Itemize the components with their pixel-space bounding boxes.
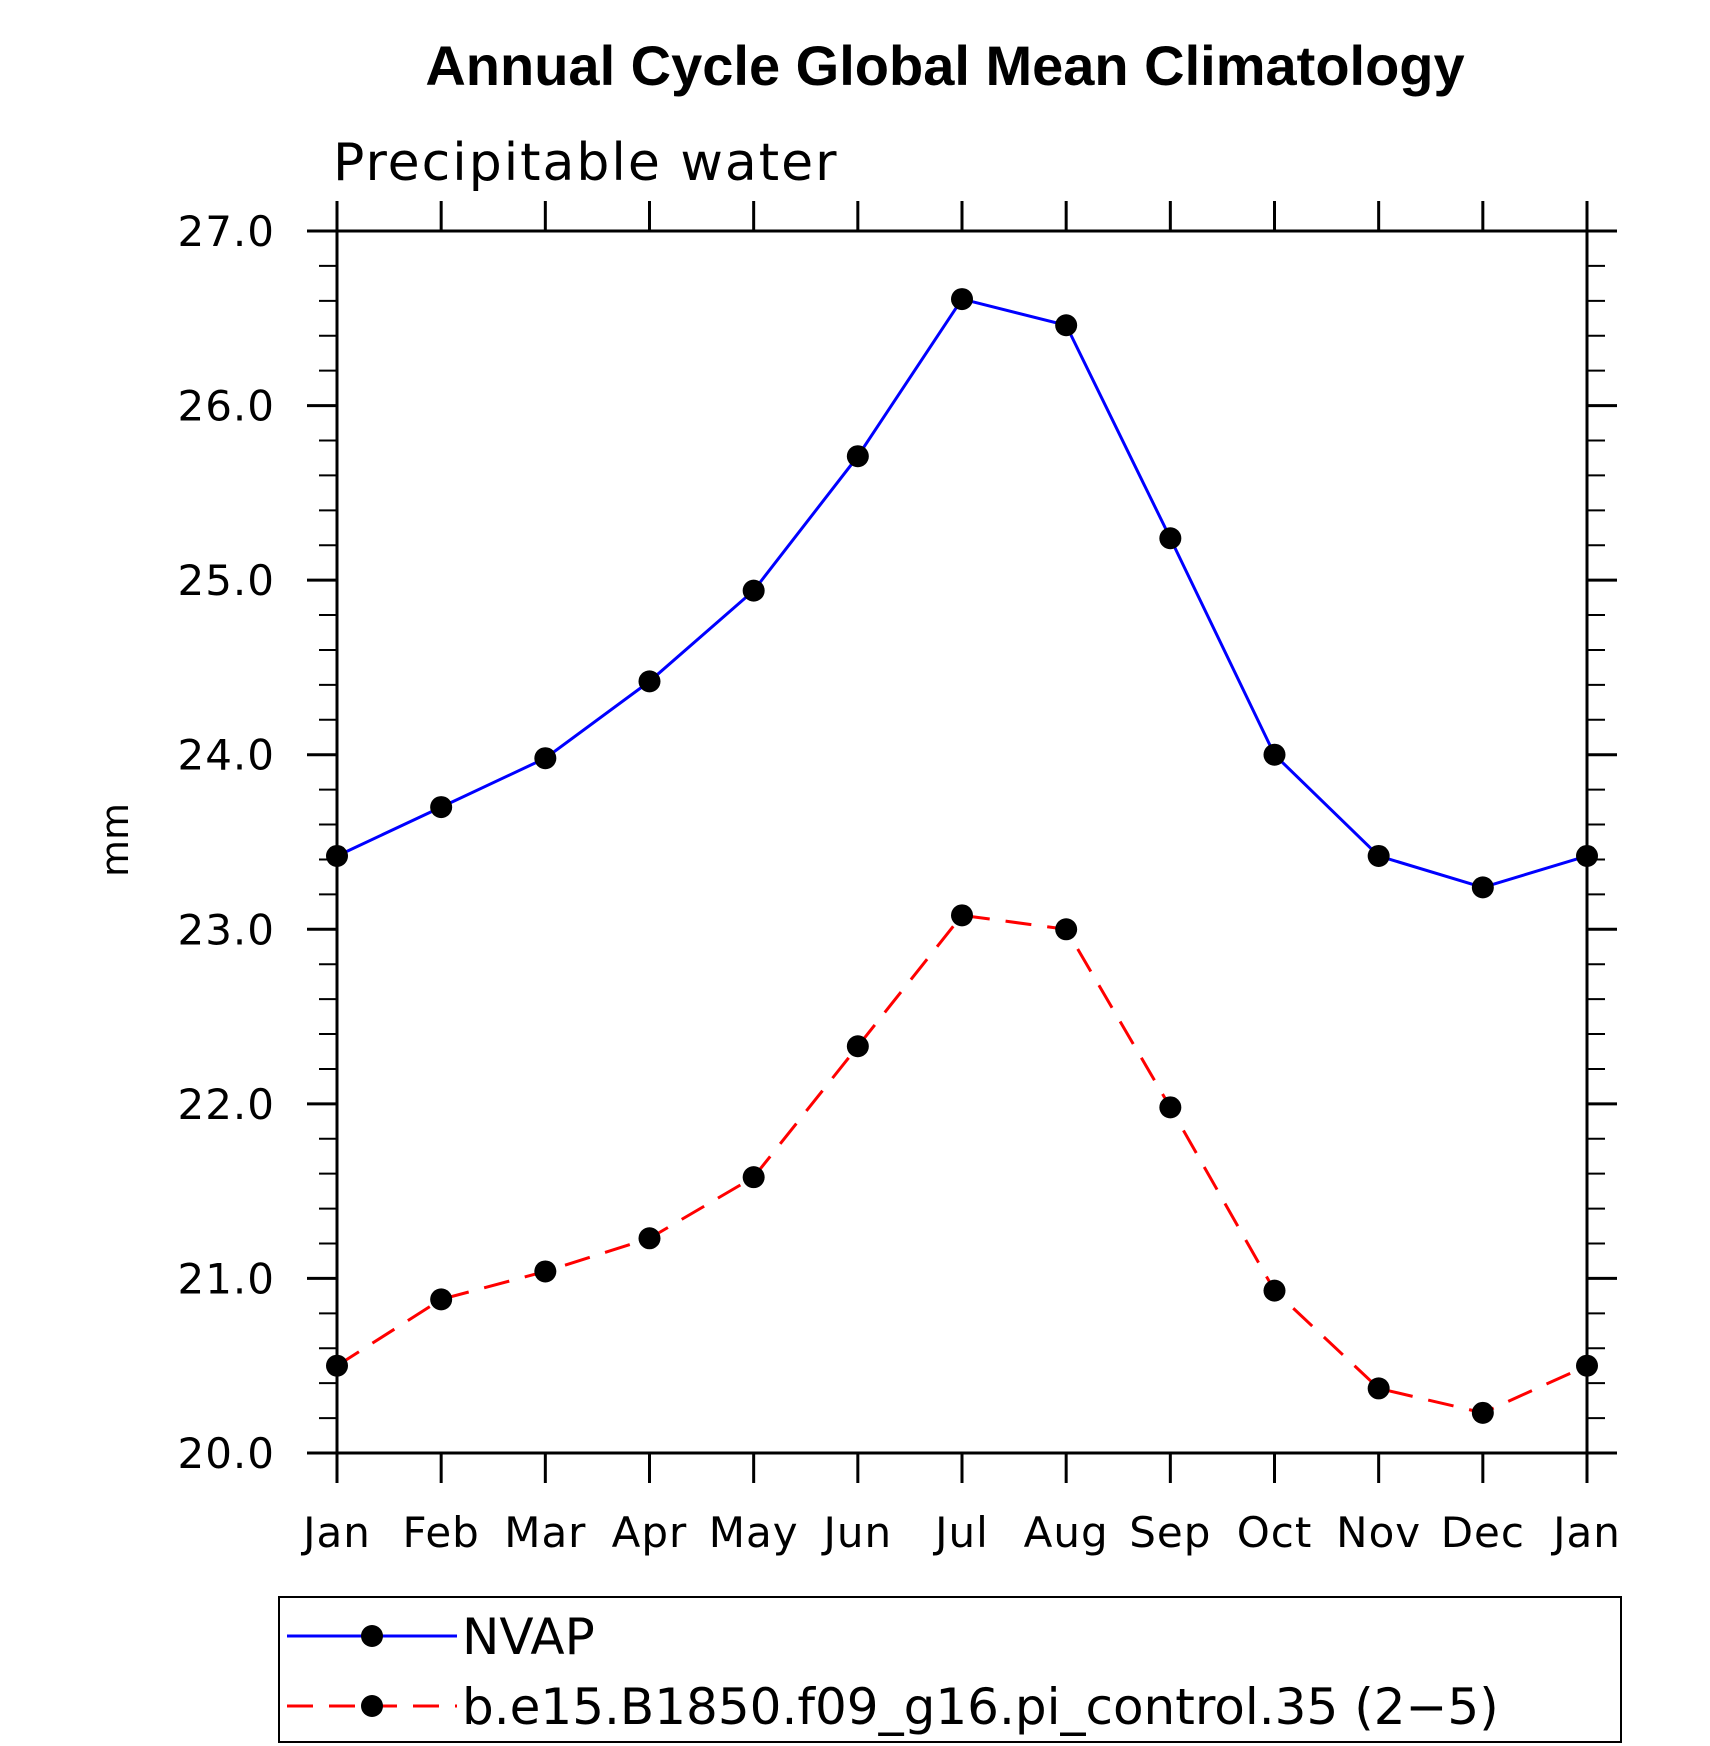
series-1-point — [534, 747, 557, 770]
series-1-point — [430, 796, 453, 819]
series-1-point — [1367, 844, 1390, 867]
series-2-point — [951, 904, 973, 927]
x-tick-label: Feb — [402, 1508, 479, 1557]
plot-border — [335, 229, 1589, 1455]
x-tick-label: May — [709, 1508, 799, 1557]
series-2-point — [534, 1260, 557, 1283]
legend-label-1: NVAP — [462, 1608, 595, 1666]
series-1-point — [1263, 743, 1286, 766]
y-tick-label: 26.0 — [177, 382, 275, 431]
x-tick-label: Jan — [1550, 1508, 1621, 1557]
y-tick-label: 22.0 — [177, 1080, 275, 1129]
series-1-point — [1055, 314, 1078, 337]
chart-subtitle: Precipitable water — [333, 133, 839, 193]
series-1-point — [638, 670, 661, 693]
series-2-point — [326, 1354, 348, 1377]
series-1-point — [1576, 844, 1598, 867]
x-tick-label: Apr — [612, 1508, 688, 1557]
x-tick-label: Jun — [821, 1508, 893, 1557]
x-tick-label: Sep — [1129, 1508, 1211, 1557]
x-tick-label: Dec — [1441, 1508, 1525, 1557]
y-tick-label: 23.0 — [177, 905, 275, 954]
legend-label-2: b.e15.B1850.f09_g16.pi_control.35 (2−5) — [462, 1678, 1499, 1736]
series-2-point — [638, 1227, 661, 1250]
series-line-1 — [336, 297, 1588, 889]
series-1-point — [951, 288, 973, 311]
y-tick-label: 27.0 — [177, 207, 275, 256]
series-1-point — [846, 445, 869, 468]
legend-marker-2 — [361, 1695, 383, 1717]
series-1-point — [326, 844, 348, 867]
series-2-point — [1159, 1096, 1182, 1119]
x-tick-label: Jul — [932, 1508, 989, 1557]
y-axis-label: mm — [93, 803, 137, 877]
series-2-point — [1263, 1279, 1286, 1302]
y-tick-label: 25.0 — [177, 556, 275, 605]
series-2-point — [430, 1288, 453, 1311]
series-1-point — [1471, 876, 1494, 899]
chart-title: Annual Cycle Global Mean Climatology — [425, 34, 1464, 97]
x-tick-label: Mar — [504, 1508, 586, 1557]
x-tick-label: Jan — [300, 1508, 371, 1557]
y-tick-label: 21.0 — [177, 1254, 275, 1303]
legend: NVAP b.e15.B1850.f09_g16.pi_control.35 (2… — [278, 1596, 1622, 1743]
axis-ticks: Jan Feb Mar Apr May Jun Jul Aug Sep Oct Nov Dec Jan 2… — [177, 201, 1620, 1557]
series-2-point — [1055, 918, 1078, 941]
plot-frame — [335, 229, 1589, 1455]
x-tick-label: Aug — [1024, 1508, 1109, 1557]
series-line-2 — [336, 913, 1588, 1415]
series-2-point — [1367, 1377, 1390, 1400]
series-layer — [326, 288, 1598, 1424]
series-2-point — [742, 1166, 765, 1189]
series-2-point — [846, 1035, 869, 1058]
y-tick-label: 20.0 — [177, 1429, 275, 1478]
x-tick-label: Oct — [1237, 1508, 1313, 1557]
y-tick-label: 24.0 — [177, 731, 275, 780]
x-tick-label: Nov — [1336, 1508, 1421, 1557]
series-1-point — [1159, 527, 1182, 550]
series-2-point — [1471, 1401, 1494, 1424]
series-2-point — [1576, 1354, 1598, 1377]
series-1-point — [742, 579, 765, 602]
legend-box — [278, 1596, 1622, 1743]
legend-marker-1 — [361, 1625, 383, 1647]
